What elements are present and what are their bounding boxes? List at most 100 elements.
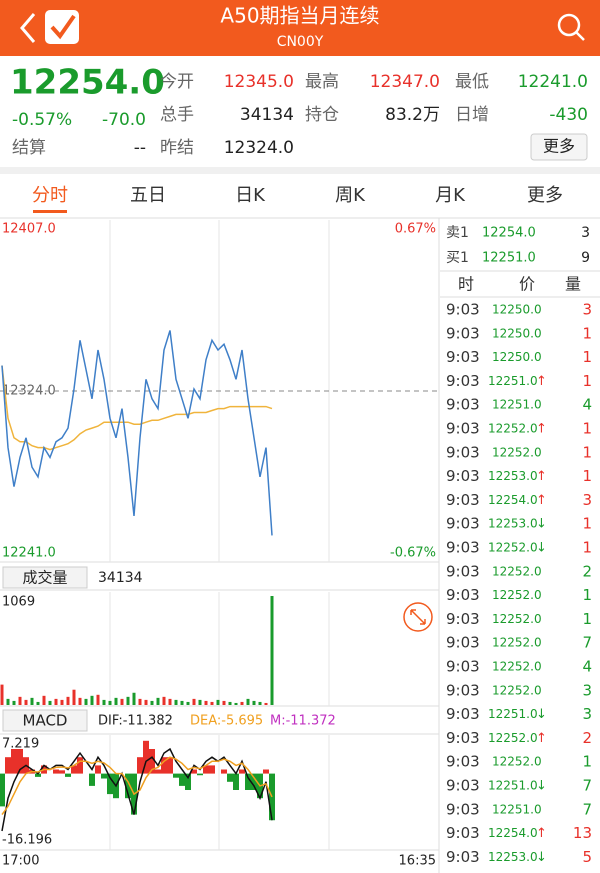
macd-bar: [89, 773, 95, 786]
trade-time: 9:03: [446, 539, 480, 557]
tab[interactable]: 周K: [335, 185, 366, 206]
book-price: 12251.0: [482, 251, 536, 266]
watch-toggle[interactable]: [45, 10, 79, 44]
macd-bar: [239, 769, 245, 774]
average-line: [1, 365, 273, 451]
macd-button-label: MACD: [23, 712, 68, 730]
trade-volume: 1: [582, 372, 592, 390]
volume-bar: [240, 701, 244, 705]
book-volume: 9: [581, 250, 590, 266]
change: -70.0: [102, 110, 146, 130]
macd-bar: [251, 773, 257, 790]
trade-volume: 1: [582, 515, 592, 533]
volume-bar: [18, 696, 22, 705]
field-label: 结算: [12, 138, 46, 158]
volume-bar: [186, 701, 190, 705]
trades-header: 量: [565, 275, 581, 294]
volume-bar: [6, 698, 10, 705]
macd-bar: [101, 773, 107, 779]
volume-bar: [12, 700, 16, 705]
volume-bar: [54, 698, 58, 705]
dif-line: [1, 747, 273, 832]
trades-header: 价: [519, 275, 535, 294]
trade-arrow: ↑: [536, 374, 547, 389]
trade-volume: 1: [582, 443, 592, 461]
trade-volume: 2: [582, 729, 592, 747]
macd-bar: [53, 769, 59, 774]
macd-bar: [77, 757, 83, 774]
volume-bar: [102, 699, 106, 705]
trade-time: 9:03: [446, 396, 480, 414]
back-button[interactable]: [20, 13, 36, 43]
change-pct: -0.57%: [12, 110, 72, 130]
trade-arrow: ↓: [536, 541, 547, 556]
search-button[interactable]: [557, 13, 581, 37]
trade-volume: 3: [582, 491, 592, 509]
volume-bar: [174, 699, 178, 705]
volume-button-label: 成交量: [22, 569, 67, 587]
macd-bar: [17, 748, 23, 774]
tab[interactable]: 日K: [235, 185, 266, 206]
volume-bar: [144, 699, 148, 705]
volume-bar: [252, 700, 256, 705]
volume-bar: [90, 695, 94, 705]
trade-price: 12252.0: [492, 612, 542, 626]
macd-button[interactable]: [2, 709, 88, 732]
volume-bar: [96, 694, 100, 705]
trade-arrow: ↑: [536, 493, 547, 508]
volume-bar: [228, 701, 232, 705]
trade-time: 9:03: [446, 658, 480, 676]
volume-bar: [138, 698, 142, 705]
trade-time: 9:03: [446, 729, 480, 747]
macd-bar: [107, 773, 113, 795]
tab[interactable]: 五日: [130, 185, 166, 206]
volume-bar: [198, 699, 202, 705]
y2-tick-label: -0.67%: [390, 546, 436, 561]
volume-bar: [150, 700, 154, 705]
trade-price: 12251.0: [488, 374, 538, 388]
tab[interactable]: 月K: [435, 185, 466, 206]
trade-price: 12252.0: [492, 683, 542, 697]
volume-bar: [66, 696, 70, 705]
macd-bar: [161, 757, 167, 774]
trade-time: 9:03: [446, 610, 480, 628]
field-value: -430: [549, 105, 588, 125]
tab[interactable]: 更多: [527, 185, 563, 206]
trade-price: 12254.0: [488, 493, 538, 507]
trade-arrow: ↑: [536, 826, 547, 841]
trade-arrow: ↓: [536, 517, 547, 532]
macd-bar: [185, 773, 191, 790]
trade-time: 9:03: [446, 515, 480, 533]
field-value: 12347.0: [370, 72, 440, 92]
trade-price: 12253.0: [488, 517, 538, 531]
macd-bar: [221, 769, 227, 774]
macd-bar: [203, 765, 209, 774]
trade-price: 12251.0: [492, 398, 542, 412]
trade-volume: 3: [582, 705, 592, 723]
trade-volume: 1: [582, 467, 592, 485]
last-price: 12254.0: [10, 63, 165, 103]
trade-time: 9:03: [446, 824, 480, 842]
field-label: 持仓: [305, 105, 339, 125]
more-button[interactable]: [530, 133, 588, 161]
macd-bar: [59, 770, 65, 774]
trade-time: 9:03: [446, 705, 480, 723]
tab[interactable]: 分时: [32, 185, 68, 206]
volume-bar: [204, 700, 208, 705]
trade-price: 12250.0: [492, 303, 542, 317]
trade-volume: 5: [582, 848, 592, 866]
trade-price: 12252.0: [492, 564, 542, 578]
volume-bar: [30, 697, 34, 705]
macd-bar: [269, 773, 275, 821]
volume-bar: [264, 702, 268, 705]
volume-bar: [24, 699, 28, 705]
macd-bar: [0, 773, 5, 807]
expand-button[interactable]: [403, 602, 433, 632]
macd-bar: [179, 773, 185, 786]
field-value: 12324.0: [224, 138, 294, 158]
book-price: 12254.0: [482, 226, 536, 241]
trade-time: 9:03: [446, 301, 480, 319]
trade-volume: 1: [582, 420, 592, 438]
volume-button[interactable]: [2, 566, 88, 589]
trade-price: 12251.0: [488, 707, 538, 721]
